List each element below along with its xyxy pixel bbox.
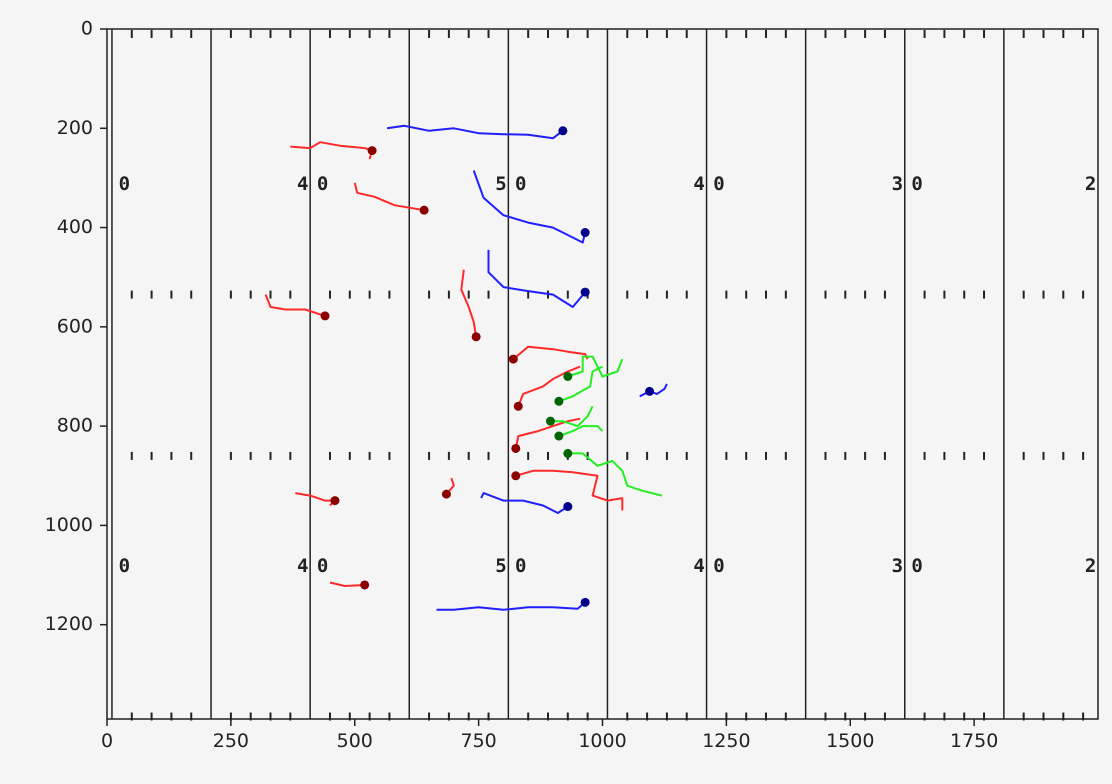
yard-number: 4 [693, 173, 704, 195]
green-player-point [563, 371, 573, 381]
yard-number: 4 [297, 555, 308, 577]
blue-track [386, 124, 564, 140]
blue-track [436, 601, 586, 611]
red-player-point [367, 146, 377, 156]
red-track [515, 469, 624, 511]
blue-player-point [563, 502, 573, 512]
x-axis: 0 250 500 750 1000 1250 1500 1750 [101, 719, 998, 752]
plot-area [107, 29, 1098, 719]
red-track [512, 345, 589, 360]
x-tick-label: 250 [213, 730, 249, 752]
red-player-point [419, 205, 429, 215]
player-positions [320, 126, 655, 607]
yard-number: 0 [911, 555, 922, 577]
red-player-point [330, 496, 340, 506]
yard-number: 0 [119, 173, 130, 195]
blue-player-point [645, 386, 655, 396]
green-player-point [554, 396, 564, 406]
yard-number: 2 [1085, 555, 1096, 577]
x-tick-label: 0 [101, 730, 113, 752]
red-track [353, 182, 425, 212]
yard-number: 0 [911, 173, 922, 195]
blue-player-point [558, 126, 568, 136]
red-track [517, 365, 581, 407]
red-track [514, 417, 581, 449]
x-tick-label: 500 [337, 730, 373, 752]
red-player-point [508, 354, 518, 364]
green-track [550, 405, 594, 428]
green-player-point [563, 448, 573, 458]
red-player-point [320, 311, 330, 321]
yard-number: 3 [892, 173, 903, 195]
yard-number: 2 [1085, 173, 1096, 195]
red-player-point [513, 401, 523, 411]
y-tick-label: 400 [57, 216, 93, 238]
y-tick-label: 1000 [45, 514, 93, 536]
yard-number: 5 [495, 555, 506, 577]
red-player-point [360, 580, 370, 590]
red-track [329, 581, 365, 587]
yard-number: 0 [515, 555, 526, 577]
x-tick-label: 750 [460, 730, 496, 752]
y-axis: 0 200 400 600 800 1000 1200 [45, 18, 107, 635]
x-tick-label: 1250 [702, 730, 750, 752]
yard-number: 0 [119, 555, 130, 577]
yard-number: 3 [892, 555, 903, 577]
yard-number: 0 [713, 173, 724, 195]
y-tick-label: 1200 [45, 613, 93, 635]
yard-number: 4 [693, 555, 704, 577]
yard-number: 0 [317, 173, 328, 195]
blue-track [480, 492, 569, 514]
y-tick-label: 0 [81, 18, 93, 40]
green-track [558, 425, 604, 438]
green-player-point [554, 431, 564, 441]
red-player-point [511, 443, 521, 453]
red-player-point [471, 332, 481, 342]
x-tick-label: 1500 [826, 730, 874, 752]
yard-number: 0 [713, 555, 724, 577]
yard-number: 0 [317, 555, 328, 577]
blue-track [472, 170, 587, 244]
yard-number: 5 [495, 173, 506, 195]
y-tick-label: 800 [57, 415, 93, 437]
red-player-point [441, 489, 451, 499]
yard-number: 4 [297, 173, 308, 195]
green-track [558, 365, 603, 403]
y-tick-label: 600 [57, 315, 93, 337]
green-player-point [545, 416, 555, 426]
blue-player-point [580, 228, 590, 238]
red-player-point [511, 471, 521, 481]
green-track [567, 452, 663, 497]
x-tick-label: 1000 [578, 730, 626, 752]
red-track [264, 294, 326, 317]
blue-player-point [580, 287, 590, 297]
blue-track [487, 249, 586, 308]
y-tick-label: 200 [57, 117, 93, 139]
green-track [567, 355, 624, 378]
red-track [460, 269, 478, 337]
yard-number: 0 [515, 173, 526, 195]
blue-player-point [580, 597, 590, 607]
x-tick-label: 1750 [950, 730, 998, 752]
